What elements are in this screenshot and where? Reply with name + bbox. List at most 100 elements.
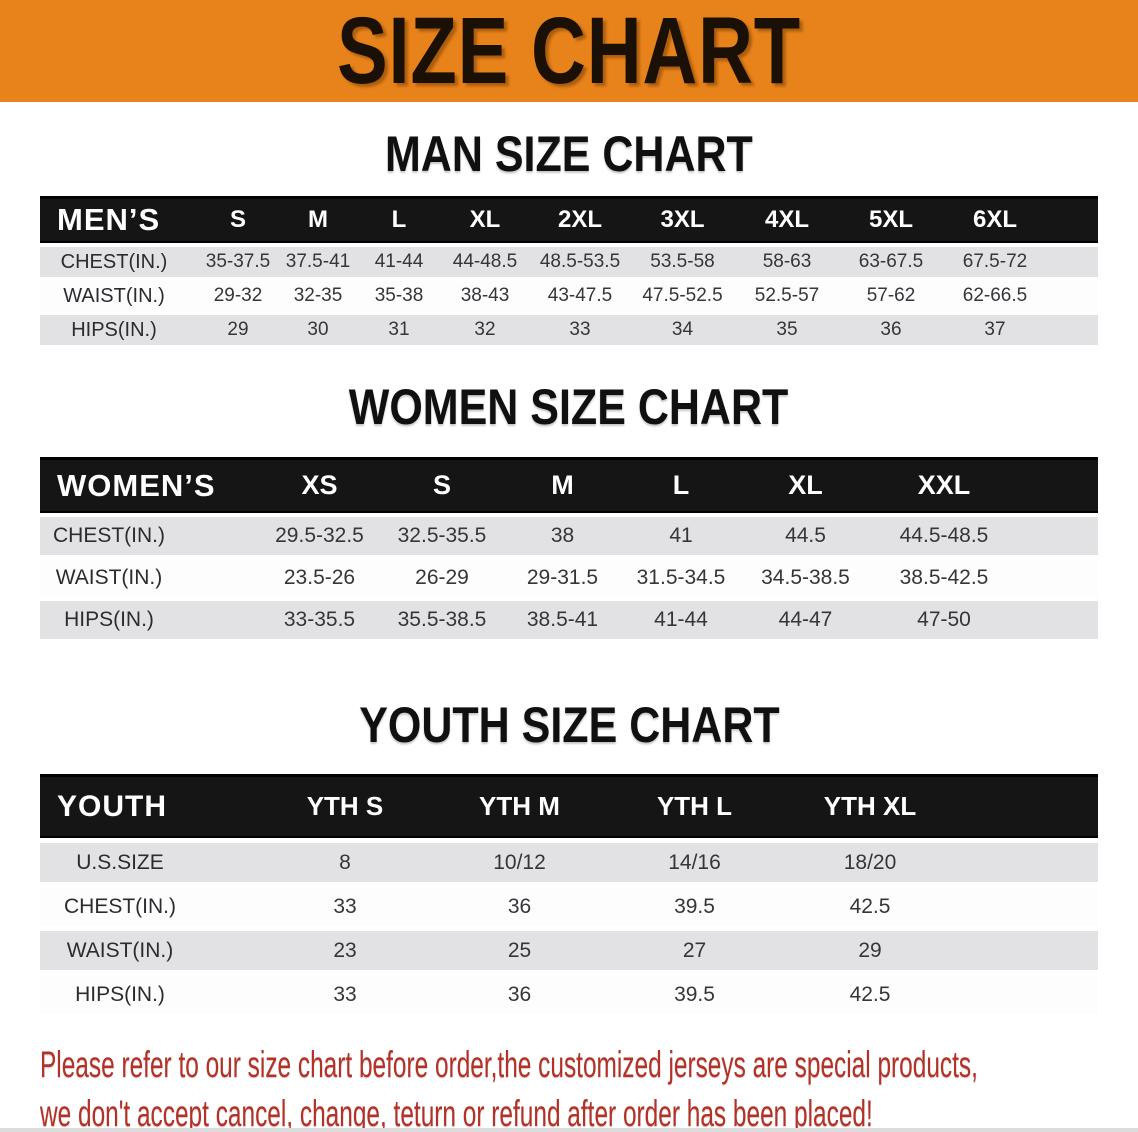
- women-section-heading: WOMEN SIZE CHART: [0, 381, 1138, 433]
- banner-title: SIZE CHART: [337, 0, 801, 104]
- footer-note-line1: Please refer to our size chart before or…: [40, 1044, 978, 1085]
- men-column-header-0: S: [229, 206, 246, 233]
- women-row-2-value-5: 47-50: [917, 608, 971, 631]
- women-column-header-1: S: [432, 470, 451, 500]
- women-row-1-value-5: 38.5-42.5: [899, 566, 989, 589]
- men-row-2-value-4: 33: [569, 319, 591, 340]
- women-column-header-5: XXL: [917, 470, 971, 500]
- youth-row-0-label: U.S.SIZE: [76, 850, 164, 874]
- men-row-2-value-2: 31: [388, 319, 410, 340]
- youth-row-2-value-1: 25: [507, 938, 532, 962]
- men-row-0-value-1: 37.5-41: [285, 251, 351, 272]
- men-row-2-value-3: 32: [474, 319, 496, 340]
- women-table-row-0: CHEST(IN.) 29.5-32.5 32.5-35.5 38 41 44.5 44.5…: [40, 517, 1098, 555]
- men-column-header-8: 6XL: [972, 206, 1017, 233]
- men-row-0-label: CHEST(IN.): [60, 250, 168, 273]
- youth-row-1-value-1: 36: [507, 894, 532, 918]
- youth-row-1-value-3: 42.5: [849, 894, 891, 918]
- women-column-header-3: L: [672, 470, 690, 500]
- women-row-0-label: CHEST(IN.): [53, 524, 165, 547]
- women-size-table: WOMEN’S XS S M L XL XXL CHEST(IN.) 29.5-32.5 32.5…: [40, 457, 1098, 639]
- youth-column-header-3: YTH XL: [823, 791, 917, 821]
- women-row-0-value-0: 29.5-32.5: [275, 524, 364, 547]
- youth-section-heading-text: YOUTH SIZE CHART: [358, 697, 780, 753]
- youth-column-header-0: YTH S: [306, 791, 384, 821]
- women-row-1-value-4: 34.5-38.5: [761, 566, 850, 589]
- men-row-0-value-0: 35-37.5: [205, 251, 271, 272]
- women-row-2-value-0: 33-35.5: [283, 608, 356, 631]
- women-column-header-0: XS: [301, 470, 338, 500]
- men-row-1-value-6: 52.5-57: [754, 285, 820, 306]
- men-row-1-value-8: 62-66.5: [962, 285, 1028, 306]
- men-row-1-value-4: 43-47.5: [547, 285, 613, 306]
- youth-row-2-value-3: 29: [858, 938, 882, 962]
- youth-row-3-label: HIPS(IN.): [75, 982, 165, 1006]
- bottom-divider: [0, 1128, 1138, 1132]
- women-section: WOMEN SIZE CHART WOMEN’S XS S M L XL XXL CHEST(…: [0, 381, 1138, 639]
- footer-note: Please refer to our size chart before or…: [40, 1040, 1138, 1132]
- youth-row-2-value-0: 23: [333, 938, 357, 962]
- women-row-0-value-4: 44.5: [785, 524, 826, 547]
- men-row-0-value-3: 44-48.5: [452, 251, 518, 272]
- youth-row-0-value-2: 14/16: [668, 850, 721, 874]
- men-row-2-value-7: 36: [880, 319, 902, 340]
- youth-row-3-value-0: 33: [333, 982, 357, 1006]
- women-row-0-value-3: 41: [669, 524, 693, 547]
- men-table-row-0: CHEST(IN.) 35-37.5 37.5-41 41-44 44-48.5 48.5…: [40, 247, 1098, 277]
- youth-table-row-0: U.S.SIZE 8 10/12 14/16 18/20: [40, 843, 1098, 882]
- women-table-label: WOMEN’S: [57, 467, 216, 503]
- youth-section-heading: YOUTH SIZE CHART: [0, 699, 1138, 751]
- youth-table-row-1: CHEST(IN.) 33 36 39.5 42.5: [40, 887, 1098, 926]
- youth-section: YOUTH SIZE CHART YOUTH YTH S YTH M YTH L YTH…: [0, 699, 1138, 1014]
- men-row-1-label: WAIST(IN.): [63, 284, 165, 307]
- men-row-1-value-5: 47.5-52.5: [642, 285, 723, 306]
- youth-row-0-value-3: 18/20: [843, 850, 897, 874]
- youth-column-header-2: YTH L: [656, 791, 733, 821]
- men-row-0-value-8: 67.5-72: [962, 251, 1028, 272]
- men-row-0-value-6: 58-63: [762, 251, 812, 272]
- women-row-2-value-2: 38.5-41: [526, 608, 599, 631]
- men-row-2-value-6: 35: [776, 319, 798, 340]
- women-header-row: WOMEN’S XS S M L XL XXL: [40, 457, 1098, 513]
- men-column-header-5: 3XL: [660, 206, 705, 233]
- youth-row-1-value-0: 33: [333, 894, 357, 918]
- women-row-1-value-2: 29-31.5: [526, 566, 599, 589]
- men-column-header-1: M: [308, 206, 328, 233]
- women-row-2-value-4: 44-47: [778, 608, 833, 631]
- women-table-row-1: WAIST(IN.) 23.5-26 26-29 29-31.5 31.5-34.5 34…: [40, 559, 1098, 597]
- youth-row-1-value-2: 39.5: [674, 894, 715, 918]
- women-row-2-value-1: 35.5-38.5: [397, 608, 487, 631]
- women-row-0-value-5: 44.5-48.5: [899, 524, 989, 547]
- women-row-2-value-3: 41-44: [654, 608, 708, 631]
- men-table-row-2: HIPS(IN.) 29 30 31 32 33 34 35 36 37: [40, 315, 1098, 345]
- men-column-header-3: XL: [469, 206, 501, 233]
- youth-column-header-1: YTH M: [479, 791, 560, 821]
- women-row-1-label: WAIST(IN.): [55, 566, 163, 589]
- men-column-header-7: 5XL: [868, 206, 913, 233]
- youth-table-row-3: HIPS(IN.) 33 36 39.5 42.5: [40, 975, 1098, 1014]
- women-column-header-2: M: [551, 470, 574, 500]
- youth-size-table: YOUTH YTH S YTH M YTH L YTH XL U.S.SIZE 8 10/12…: [40, 774, 1098, 1014]
- women-row-0-value-1: 32.5-35.5: [397, 524, 487, 547]
- women-section-heading-text: WOMEN SIZE CHART: [349, 379, 789, 435]
- women-row-1-value-3: 31.5-34.5: [636, 566, 726, 589]
- footer-note-line2: we don't accept cancel, change, teturn o…: [40, 1093, 873, 1132]
- men-column-header-2: L: [391, 206, 407, 233]
- women-row-1-value-0: 23.5-26: [283, 566, 356, 589]
- men-row-0-value-5: 53.5-58: [650, 251, 715, 272]
- men-row-1-value-1: 32-35: [293, 285, 343, 306]
- youth-row-0-value-1: 10/12: [493, 850, 546, 874]
- women-column-header-4: XL: [788, 470, 823, 500]
- women-row-1-value-1: 26-29: [415, 566, 469, 589]
- men-section-heading: MAN SIZE CHART: [0, 128, 1138, 180]
- men-row-0-value-2: 41-44: [374, 251, 424, 272]
- women-row-2-label: HIPS(IN.): [64, 608, 154, 631]
- men-row-2-value-0: 29: [227, 319, 249, 340]
- men-section: MAN SIZE CHART MEN’S S M L XL 2XL 3XL 4XL 5XL 6XL…: [0, 128, 1138, 345]
- youth-row-2-value-2: 27: [682, 938, 707, 962]
- youth-row-3-value-2: 39.5: [674, 982, 715, 1006]
- youth-row-2-label: WAIST(IN.): [66, 938, 174, 962]
- men-row-2-label: HIPS(IN.): [71, 318, 157, 341]
- youth-row-1-label: CHEST(IN.): [64, 894, 176, 918]
